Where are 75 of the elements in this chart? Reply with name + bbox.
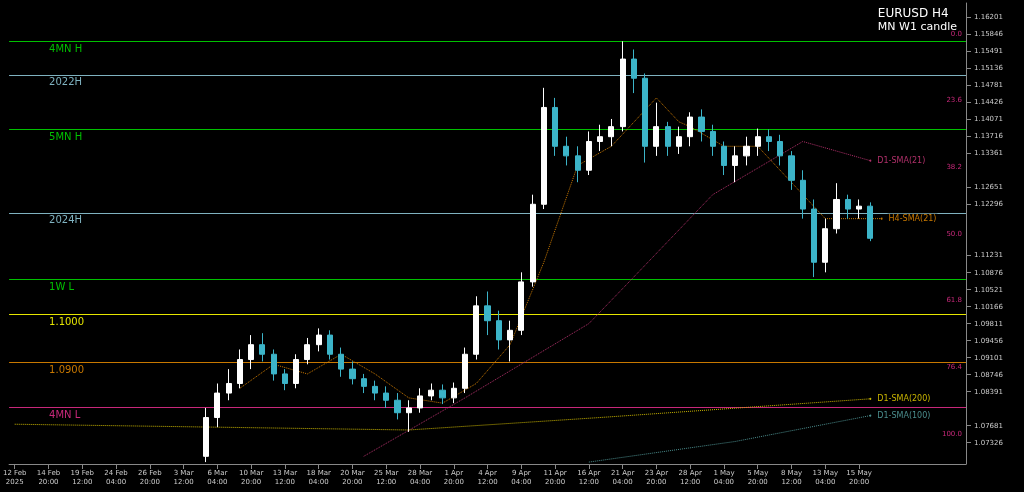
ref-line-label: 4MN H [49, 42, 83, 54]
candlestick [743, 136, 750, 166]
candlestick [394, 392, 401, 420]
candlestick [338, 347, 344, 378]
candlestick [698, 108, 705, 142]
candlestick [541, 87, 547, 210]
candlestick [642, 72, 648, 164]
chart-title: EURUSD H4 [877, 6, 949, 20]
series-label: H4-SMA(21) [888, 214, 937, 224]
candlestick [856, 198, 862, 220]
candlestick [293, 353, 299, 389]
candlestick [788, 150, 795, 191]
candlestick [608, 118, 614, 147]
candlestick [316, 327, 322, 352]
candlestick [372, 380, 378, 401]
candlestick [721, 140, 727, 176]
candlestick [845, 194, 851, 220]
candlestick [620, 40, 626, 132]
line-series [363, 140, 871, 457]
candlestick [259, 332, 265, 362]
candlestick [631, 48, 637, 94]
candlestick [833, 182, 840, 234]
candlestick [383, 385, 389, 409]
candlestick [766, 129, 772, 152]
candlestick [451, 382, 457, 404]
candlestick [597, 124, 603, 152]
ref-line-label: 1.1000 [49, 315, 85, 327]
candlestick [271, 348, 277, 382]
candlestick [665, 121, 671, 157]
candlestick [732, 145, 738, 183]
candlestick [800, 169, 806, 220]
candlestick [406, 399, 412, 433]
candlestick [518, 271, 524, 336]
candlestick [507, 320, 513, 362]
candlestick [867, 201, 873, 242]
ref-line-label: 1.0900 [49, 363, 85, 375]
candlestick [586, 130, 592, 176]
candlestick [226, 368, 232, 401]
candlestick [462, 347, 468, 394]
candlestick [777, 134, 783, 166]
candlestick [304, 337, 310, 365]
candlestick [755, 128, 761, 157]
ref-line-label: 2022H [49, 76, 83, 88]
ref-line-label: 2024H [49, 214, 83, 226]
candlestick [439, 383, 446, 405]
series-label: D1-SMA(21) [877, 156, 926, 166]
candlestick [484, 290, 491, 336]
line-series [14, 398, 871, 431]
candlestick [282, 368, 288, 391]
candlestick [327, 329, 333, 361]
candlestick [214, 382, 220, 428]
candlestick [203, 407, 209, 463]
candlestick [811, 198, 817, 278]
candlestick [496, 310, 502, 350]
candlestick [575, 145, 581, 183]
ref-line-label: 1W L [49, 280, 75, 292]
ref-line-label: 5MN H [49, 131, 83, 143]
candlestick [552, 97, 558, 157]
series-label: D1-SMA(100) [877, 411, 931, 421]
candlestick [687, 111, 693, 147]
candlestick [349, 360, 356, 385]
candlestick [237, 348, 243, 389]
ref-line-label: 4MN L [49, 408, 81, 420]
candlestick [248, 334, 254, 370]
candlestick [530, 194, 536, 288]
candlestick [822, 218, 828, 273]
candlestick [473, 295, 479, 361]
candlestick [563, 136, 569, 166]
candlestick [710, 124, 716, 157]
series-label: D1-SMA(200) [877, 394, 931, 404]
candlestick [417, 387, 423, 414]
candlestick [653, 102, 659, 157]
candlestick [428, 382, 434, 401]
candlestick [361, 373, 367, 394]
candlestick [676, 126, 682, 155]
